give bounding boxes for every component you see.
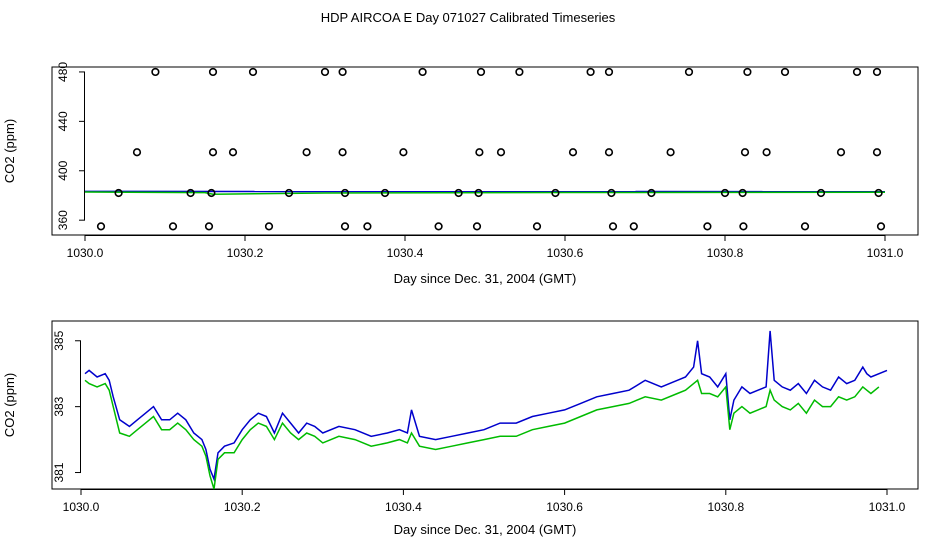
standard-point	[114, 188, 123, 198]
x-tick-label: 1031.0	[869, 500, 906, 514]
x-tick-label: 1030.4	[385, 500, 422, 514]
standard-point	[703, 222, 712, 231]
y-tick-label: 440	[56, 111, 70, 131]
standard-point	[607, 188, 616, 198]
standard-point	[338, 67, 347, 77]
standard-point	[551, 188, 560, 198]
plot-frame-top	[51, 66, 919, 236]
standard-point	[496, 148, 506, 157]
x-tick-label: 1030.8	[707, 500, 744, 514]
standard-point	[474, 188, 483, 198]
x-tick-label: 1030.6	[547, 246, 584, 260]
standard-point	[604, 67, 614, 77]
y-tick-label: 400	[56, 160, 70, 180]
standard-point	[532, 222, 542, 231]
y-axis-label-top: CO2 (ppm)	[2, 119, 17, 183]
standard-point	[204, 222, 214, 231]
standard-point	[248, 67, 258, 77]
x-tick-label: 1030.4	[387, 246, 424, 260]
standard-point	[228, 148, 238, 157]
axes-top: 1030.0 1030.2 1030.4 1030.6 1030.8 1031.0 360 4…	[56, 62, 904, 260]
figure-title: HDP AIRCOA E Day 071027 Calibrated Times…	[321, 10, 616, 25]
standard-point	[399, 148, 408, 157]
standard-point	[151, 67, 160, 77]
x-tick-label: 1030.6	[546, 500, 583, 514]
y-tick-label: 381	[52, 462, 66, 482]
standard-point	[380, 188, 390, 198]
standard-point	[762, 148, 771, 157]
standard-point	[604, 148, 614, 157]
series-line	[84, 379, 880, 490]
x-axis-label-bottom: Day since Dec. 31, 2004 (GMT)	[394, 522, 577, 537]
series-line	[84, 191, 886, 195]
y-tick-label: 360	[56, 210, 70, 230]
standard-point	[340, 222, 350, 231]
standard-point	[96, 222, 106, 231]
standard-point	[684, 67, 694, 77]
standard-point	[568, 148, 578, 157]
standard-point	[475, 148, 484, 157]
x-tick-label: 1030.2	[227, 246, 264, 260]
x-tick-label: 1030.0	[67, 246, 104, 260]
standard-point	[264, 222, 274, 231]
standard-point	[454, 188, 463, 198]
standard-point	[740, 148, 750, 157]
x-tick-label: 1030.8	[707, 246, 744, 260]
plot-frame-bottom	[51, 320, 919, 490]
standard-point	[647, 188, 656, 198]
standard-point	[476, 67, 486, 77]
standard-point	[418, 67, 427, 77]
standard-point	[363, 222, 372, 231]
y-tick-label: 383	[52, 396, 66, 416]
standard-point	[738, 188, 747, 198]
y-axis-label-bottom: CO2 (ppm)	[2, 373, 17, 437]
standard-point	[876, 222, 886, 231]
standard-point	[302, 148, 311, 157]
x-tick-label: 1030.0	[63, 500, 100, 514]
standard-point	[739, 222, 748, 231]
series-line	[84, 330, 888, 482]
standard-point	[874, 188, 883, 198]
standard-point	[800, 222, 810, 231]
standard-point	[132, 148, 142, 157]
data-bottom	[84, 330, 888, 490]
y-tick-label: 480	[56, 62, 70, 82]
standard-point	[816, 188, 826, 198]
standard-point	[666, 148, 675, 157]
y-tick-label: 385	[52, 330, 66, 350]
standard-point	[338, 148, 347, 157]
standard-point	[872, 67, 882, 77]
standard-point	[872, 148, 882, 157]
x-axis-label-top: Day since Dec. 31, 2004 (GMT)	[394, 271, 577, 286]
standard-point	[780, 67, 790, 77]
axes-bottom: 1030.0 1030.2 1030.4 1030.6 1030.8 1031.0 381 3…	[52, 330, 906, 514]
standard-point	[340, 188, 350, 198]
data-top	[84, 67, 886, 231]
standard-point	[168, 222, 178, 231]
x-tick-label: 1031.0	[867, 246, 904, 260]
standard-point	[207, 188, 216, 198]
standard-point	[186, 188, 195, 198]
panel-bottom: 1030.0 1030.2 1030.4 1030.6 1030.8 1031.0 381 3…	[2, 320, 919, 537]
standard-point	[208, 67, 218, 77]
standard-point	[208, 148, 218, 157]
standard-point	[284, 188, 294, 198]
standard-point	[852, 67, 862, 77]
standard-point	[586, 67, 595, 77]
standard-point	[720, 188, 730, 198]
standard-point	[515, 67, 524, 77]
standard-point	[608, 222, 618, 231]
standard-point	[629, 222, 638, 231]
standard-point	[743, 67, 752, 77]
standard-point	[472, 222, 482, 231]
standard-point	[320, 67, 330, 77]
panel-top: 1030.0 1030.2 1030.4 1030.6 1030.8 1031.0 360 4…	[2, 62, 919, 286]
x-tick-label: 1030.2	[224, 500, 261, 514]
standard-point	[434, 222, 443, 231]
standard-point	[836, 148, 846, 157]
